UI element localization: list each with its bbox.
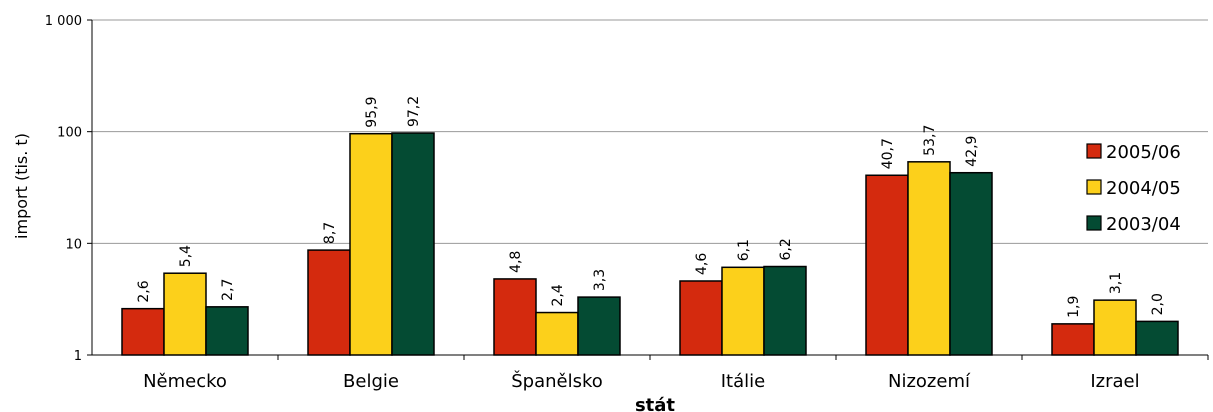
category-label: Itálie: [721, 371, 765, 392]
bar: [121, 307, 165, 356]
x-axis-title: stát: [635, 395, 675, 412]
bar: [763, 265, 807, 356]
category-label: Belgie: [343, 371, 399, 392]
bar-value-label: 42,9: [964, 136, 980, 167]
bar: [205, 306, 249, 356]
category-label: Německo: [143, 371, 227, 392]
y-tick-label: 10: [65, 237, 82, 252]
bar-value-label: 40,7: [880, 138, 896, 169]
legend-swatch: [1086, 179, 1102, 195]
legend-swatch: [1086, 215, 1102, 231]
bar: [349, 132, 393, 356]
y-tick-label: 1 000: [45, 14, 82, 29]
data-labels: 2,6 5,4 2,7 8,7 95,9 97,2 4,8 2,4 3,3 4,6 6,1 6,2 40…: [136, 96, 1166, 318]
bar-value-label: 53,7: [922, 125, 938, 156]
gridlines: [92, 19, 1208, 244]
bar-value-label: 1,9: [1066, 296, 1082, 318]
bar-value-label: 3,1: [1108, 272, 1124, 294]
bar: [721, 266, 765, 356]
bar-value-label: 5,4: [178, 245, 194, 267]
bar: [493, 278, 537, 356]
legend-label: 2004/05: [1106, 178, 1181, 199]
bar-value-label: 6,2: [778, 238, 794, 260]
bars: [121, 132, 1179, 356]
y-axis-title: import (tis. t): [12, 133, 31, 239]
bar: [535, 311, 579, 356]
bar: [163, 272, 207, 356]
legend: 2005/06 2004/05 2003/04: [1086, 142, 1181, 235]
legend-label: 2005/06: [1106, 142, 1181, 163]
bar-value-label: 4,6: [694, 253, 710, 275]
bar-value-label: 2,0: [1150, 293, 1166, 315]
category-label: Izrael: [1090, 371, 1139, 392]
bar: [1051, 323, 1095, 356]
bar-value-label: 97,2: [406, 96, 422, 127]
bar-value-label: 8,7: [322, 222, 338, 244]
bar-value-label: 2,4: [550, 284, 566, 306]
bar: [391, 132, 435, 356]
bar: [1135, 320, 1179, 356]
bar-value-label: 2,6: [136, 280, 152, 302]
bar-value-label: 95,9: [364, 97, 380, 128]
bar: [679, 280, 723, 356]
legend-swatch: [1086, 143, 1102, 159]
bar-value-label: 4,8: [508, 251, 524, 273]
bar: [949, 171, 993, 356]
legend-label: 2003/04: [1106, 214, 1181, 235]
bar-value-label: 3,3: [592, 269, 608, 291]
bar: [307, 249, 351, 356]
y-tick-label: 1: [74, 349, 82, 364]
category-label: Nizozemí: [888, 371, 971, 392]
axes: 1 10 100 1 000 Německo Belgie Španělsko Itálie N…: [45, 14, 1209, 392]
bar: [865, 174, 909, 356]
bar: [577, 296, 621, 356]
y-tick-label: 100: [57, 126, 82, 141]
bar: [907, 161, 951, 356]
bar-value-label: 6,1: [736, 239, 752, 261]
category-label: Španělsko: [511, 370, 603, 392]
bar: [1093, 299, 1137, 356]
bar-value-label: 2,7: [220, 279, 236, 301]
